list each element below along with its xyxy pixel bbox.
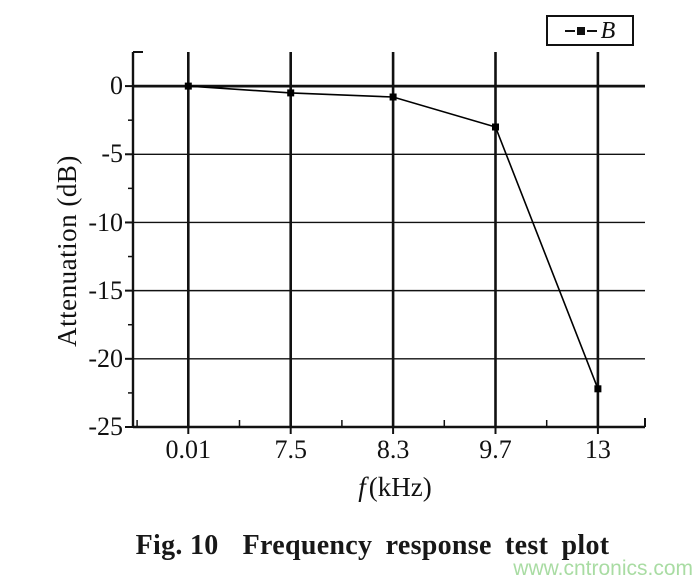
data-point	[492, 123, 499, 131]
x-axis-title: f (kHz)	[295, 471, 495, 503]
x-axis-variable: f	[358, 472, 366, 502]
y-tick-label: -20	[88, 343, 123, 373]
x-tick-label: 8.3	[376, 435, 410, 464]
y-tick-label: -25	[88, 412, 123, 441]
x-tick-label: 13	[584, 435, 611, 464]
x-tick-label: 0.01	[165, 435, 212, 464]
h-gridlines	[133, 84, 645, 360]
data-points	[184, 82, 602, 393]
legend: B	[546, 15, 634, 46]
watermark: www.cntronics.com	[513, 557, 693, 580]
y-tick-label: -15	[88, 275, 123, 305]
data-point	[389, 93, 397, 101]
data-point	[287, 89, 295, 97]
data-point	[594, 385, 602, 393]
axes	[131, 51, 646, 429]
data-point	[184, 82, 192, 90]
figure-number: Fig. 10	[135, 530, 219, 561]
y-tick-label: -10	[88, 207, 123, 237]
ticks	[125, 85, 599, 434]
v-gridlines	[186, 52, 600, 427]
y-tick-label: 0	[110, 71, 123, 101]
x-tick-label: 7.5	[274, 435, 307, 464]
figure-caption: Fig. 10 Frequency response test plot	[75, 528, 670, 564]
legend-series-label: B	[600, 17, 616, 44]
figure-title: Frequency response test plot	[242, 530, 610, 561]
y-tick-label: -5	[101, 139, 123, 169]
x-tick-label: 9.7	[479, 435, 512, 464]
legend-line-square-icon	[564, 26, 597, 35]
y-axis-title: Attenuation (dB)	[52, 155, 82, 347]
x-axis-unit: (kHz)	[368, 472, 432, 502]
